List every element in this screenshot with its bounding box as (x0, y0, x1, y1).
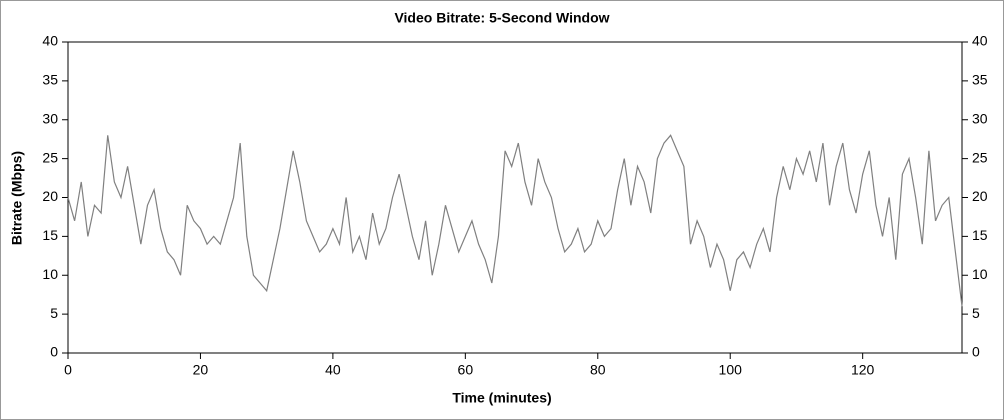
y2-tick-label: 30 (972, 110, 988, 126)
x-tick-label: 80 (590, 362, 606, 378)
x-tick-label: 60 (458, 362, 474, 378)
y2-tick-label: 40 (972, 33, 988, 49)
y2-tick-label: 0 (972, 344, 980, 360)
y-tick-label: 30 (42, 110, 58, 126)
x-tick-label: 100 (719, 362, 743, 378)
x-tick-label: 20 (193, 362, 209, 378)
x-tick-label: 0 (64, 362, 72, 378)
chart-title: Video Bitrate: 5-Second Window (394, 10, 609, 26)
y-axis-label: Bitrate (Mbps) (9, 151, 25, 245)
y-tick-label: 0 (50, 344, 58, 360)
x-axis-label: Time (minutes) (452, 390, 551, 406)
y2-tick-label: 15 (972, 227, 988, 243)
x-tick-label: 40 (325, 362, 341, 378)
y-tick-label: 25 (42, 149, 58, 165)
x-tick-label: 120 (851, 362, 875, 378)
y-tick-label: 5 (50, 305, 58, 321)
y-tick-label: 20 (42, 188, 58, 204)
y2-tick-label: 25 (972, 149, 988, 165)
y-tick-label: 15 (42, 227, 58, 243)
y2-tick-label: 10 (972, 266, 988, 282)
y2-tick-label: 35 (972, 72, 988, 88)
y-tick-label: 35 (42, 72, 58, 88)
y-tick-label: 10 (42, 266, 58, 282)
y2-tick-label: 20 (972, 188, 988, 204)
data-line (67, 134, 963, 307)
y-tick-label: 40 (42, 33, 58, 49)
y2-tick-label: 5 (972, 305, 980, 321)
